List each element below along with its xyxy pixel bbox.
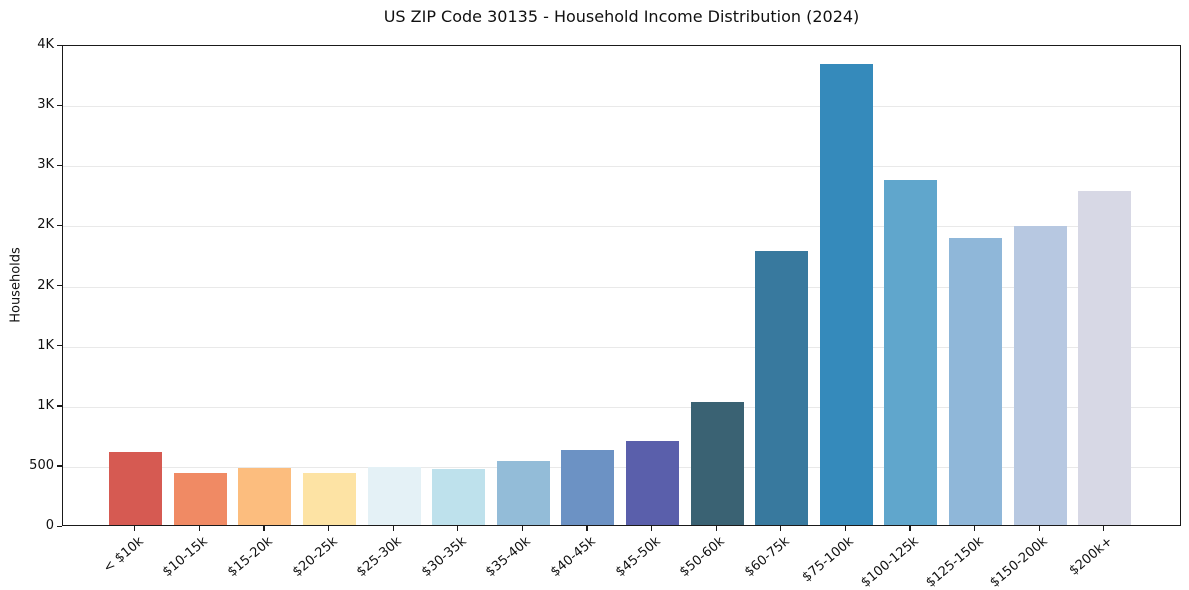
gridline [63, 286, 1180, 288]
x-tick-label: < $10k [100, 534, 147, 576]
y-tick-label: 0 [45, 518, 54, 533]
x-tick-mark [715, 526, 717, 531]
x-tick-mark [651, 526, 653, 531]
x-tick-mark [844, 526, 847, 531]
x-tick-mark [1103, 526, 1105, 531]
x-tick-mark [134, 526, 136, 531]
bar-$200k+ [1078, 190, 1132, 525]
y-tick-mark [57, 345, 62, 347]
y-tick-mark [57, 285, 62, 287]
x-tick-mark [780, 526, 782, 531]
y-tick-label: 4K [37, 37, 54, 52]
bar-$30-35k [432, 469, 486, 525]
y-tick-mark [57, 224, 62, 227]
bar-$150-200k [1013, 225, 1067, 525]
y-tick-label: 1K [37, 397, 54, 413]
x-tick-mark [974, 526, 976, 531]
x-tick-mark [328, 526, 330, 531]
y-tick-label: 2K [37, 217, 54, 233]
y-tick-label: 3K [37, 157, 54, 173]
y-tick-mark [57, 405, 62, 407]
x-tick-mark [198, 526, 201, 531]
x-tick-mark [457, 526, 459, 531]
bar-$25-30k [367, 466, 421, 525]
bar-$20-25k [303, 472, 356, 525]
bar-$75-100k [819, 64, 873, 525]
y-tick-mark [57, 525, 62, 527]
gridline [63, 106, 1180, 108]
y-tick-label: 2K [37, 277, 54, 293]
y-tick-mark [57, 104, 62, 106]
bar-< $10k [109, 451, 163, 525]
y-tick-label: 500 [29, 457, 54, 473]
x-tick-mark [1038, 526, 1040, 531]
plot-area [62, 45, 1181, 526]
x-tick-mark [392, 526, 394, 531]
x-tick-mark [521, 526, 524, 531]
gridline [63, 166, 1180, 168]
bar-$40-45k [561, 449, 615, 525]
gridline [63, 466, 1180, 468]
y-tick-mark [57, 164, 62, 167]
x-tick-mark [909, 526, 911, 531]
bar-$60-75k [755, 250, 809, 525]
gridline [63, 226, 1180, 228]
y-tick-label: 3K [37, 97, 54, 113]
bar-$15-20k [238, 467, 292, 525]
x-tick-mark [586, 526, 588, 531]
y-tick-mark [57, 465, 62, 467]
bar-$45-50k [626, 440, 679, 525]
gridline [63, 406, 1180, 408]
y-tick-mark [57, 44, 62, 46]
bar-$35-40k [496, 461, 550, 525]
y-tick-label: 1K [37, 337, 54, 353]
bar-$125-150k [949, 237, 1002, 525]
bar-$50-60k [690, 402, 744, 525]
bar-$100-125k [884, 179, 938, 525]
x-tick-mark [263, 526, 265, 531]
bar-$10-15k [173, 472, 227, 525]
gridline [63, 346, 1180, 348]
chart-title: US ZIP Code 30135 - Household Income Dis… [383, 7, 860, 26]
